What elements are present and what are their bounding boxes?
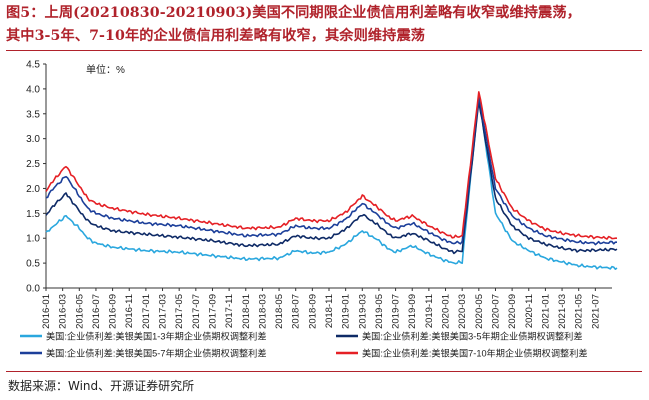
x-tick-label: 2019-11 [424,294,435,328]
x-tick-label: 2018-09 [307,294,318,329]
x-tick-label: 2018-07 [291,294,302,329]
top-rule [6,50,642,51]
x-tick-label: 2017-11 [224,294,235,328]
x-tick-label: 2021-07 [590,294,601,329]
y-tick-label: 0.0 [26,284,40,295]
x-tick-label: 2020-11 [524,294,535,328]
y-tick-label: 4.0 [26,84,40,95]
x-tick-label: 2020-01 [441,294,452,329]
legend-label: 美国:企业债利差:美银美国7-10年期企业债期权调整利差 [362,348,588,359]
x-tick-label: 2017-07 [191,294,202,329]
x-tick-label: 2018-05 [274,294,285,329]
legend-label: 美国:企业债利差:美银美国5-7年期企业债期权调整利差 [46,348,267,359]
x-tick-label: 2021-01 [540,294,551,329]
x-tick-label: 2018-01 [241,294,252,329]
x-tick-label: 2017-03 [158,294,169,329]
x-tick-label: 2019-03 [357,294,368,329]
x-tick-label: 2017-05 [174,294,185,329]
y-tick-label: 2.0 [26,184,40,195]
series-layer [45,91,618,270]
x-tick-label: 2019-01 [341,294,352,329]
x-tick-label: 2021-03 [557,294,568,329]
x-tick-label: 2018-11 [324,294,335,328]
y-tick-label: 3.5 [26,109,40,120]
x-tick-label: 2016-03 [58,294,69,329]
y-tick-label: 3.0 [26,134,40,145]
legend-label: 美国:企业债利差:美银美国3-5年期企业债期权调整利差 [362,331,583,342]
x-tick-label: 2020-09 [507,294,518,329]
chart-legend: 美国:企业债利差:美银美国1-3年期企业债期权调整利差 美国:企业债利差:美银美国… [20,331,588,359]
x-tick-label: 2020-05 [474,294,485,329]
figure-title-line2: 其中3-5年、7-10年的企业债信用利差略有收窄，其余则维持震荡 [6,28,426,44]
series-line-4 [45,91,617,240]
y-tick-label: 1.5 [26,209,40,220]
x-tick-label: 2017-09 [207,294,218,329]
chart-axes: 0.0 0.5 1.0 1.5 2.0 2.5 3.0 3.5 4.0 4.5 2016-01 201… [26,60,612,329]
y-tick-label: 1.0 [26,234,40,245]
x-tick-label: 2019-05 [374,294,385,329]
y-tick-label: 2.5 [26,159,40,170]
x-tick-label: 2020-07 [490,294,501,329]
legend-label: 美国:企业债利差:美银美国1-3年期企业债期权调整利差 [46,331,267,342]
figure-title: 图5：上周(20210830-20210903)美国不同期限企业债信用利差略有收… [6,2,646,48]
x-tick-label: 2021-05 [574,294,585,329]
bottom-rule [6,371,642,372]
x-tick-label: 2016-09 [108,294,119,329]
x-tick-label: 2016-11 [124,294,135,328]
x-tick-label: 2016-07 [91,294,102,329]
x-tick-label: 2016-05 [74,294,85,329]
x-tick-label: 2019-09 [407,294,418,329]
line-chart: 0.0 0.5 1.0 1.5 2.0 2.5 3.0 3.5 4.0 4.5 2016-01 201… [20,60,618,359]
source-note: 数据来源：Wind、开源证券研究所 [8,379,195,393]
x-tick-label: 2017-01 [141,294,152,329]
x-tick-label: 2019-07 [391,294,402,329]
x-tick-label: 2020-03 [457,294,468,329]
series-line-3 [45,96,617,246]
x-tick-label: 2016-01 [41,294,52,329]
x-tick-label: 2018-03 [257,294,268,329]
y-tick-label: 4.5 [26,60,40,71]
unit-label: 单位：% [86,63,125,76]
y-tick-label: 0.5 [26,259,40,270]
figure-title-line1: 图5：上周(20210830-20210903)美国不同期限企业债信用利差略有收… [6,5,581,21]
series-line-2 [45,100,618,255]
series-line-1 [45,95,618,270]
